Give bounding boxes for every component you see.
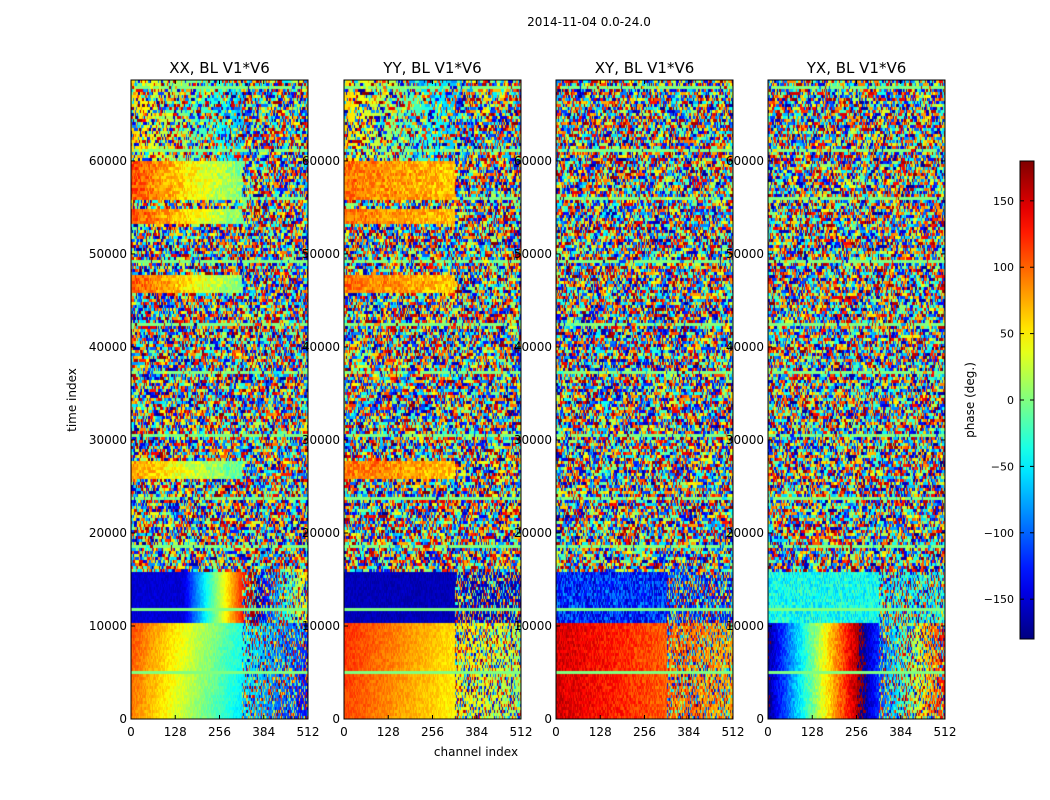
x-tick-label-xy: 128 bbox=[589, 725, 612, 739]
y-tick-label-xy: 40000 bbox=[514, 340, 552, 354]
x-tick-label-xy: 512 bbox=[722, 725, 745, 739]
y-tick-label-xy: 20000 bbox=[514, 526, 552, 540]
panel-title-yy: YY, BL V1*V6 bbox=[382, 59, 481, 77]
figure-suptitle: 2014-11-04 0.0-24.0 bbox=[527, 15, 651, 29]
heatmap-yy bbox=[344, 80, 521, 719]
heatmap-yx bbox=[768, 80, 945, 719]
x-tick-label-yx: 0 bbox=[764, 725, 772, 739]
y-tick-label-xx: 0 bbox=[119, 712, 127, 726]
x-tick-label-yx: 512 bbox=[934, 725, 957, 739]
x-tick-label-yy: 128 bbox=[377, 725, 400, 739]
y-tick-label-xx: 50000 bbox=[89, 247, 127, 261]
x-tick-label-xx: 0 bbox=[127, 725, 135, 739]
x-tick-label-yy: 512 bbox=[510, 725, 533, 739]
y-tick-label-yy: 0 bbox=[332, 712, 340, 726]
x-tick-label-xy: 384 bbox=[677, 725, 700, 739]
x-tick-label-yx: 128 bbox=[801, 725, 824, 739]
y-tick-label-yx: 40000 bbox=[726, 340, 764, 354]
y-tick-label-yy: 20000 bbox=[302, 526, 340, 540]
y-tick-label-xy: 0 bbox=[544, 712, 552, 726]
x-tick-label-yx: 384 bbox=[889, 725, 912, 739]
colorbar-tick-label: 50 bbox=[1000, 328, 1014, 341]
y-axis-label: time index bbox=[65, 368, 79, 432]
y-tick-label-yx: 60000 bbox=[726, 154, 764, 168]
x-axis-label: channel index bbox=[434, 745, 518, 759]
x-tick-label-yx: 256 bbox=[845, 725, 868, 739]
y-tick-label-xx: 10000 bbox=[89, 619, 127, 633]
colorbar-tick-label: 100 bbox=[993, 261, 1014, 274]
panel-title-xx: XX, BL V1*V6 bbox=[169, 59, 270, 77]
x-tick-label-yy: 0 bbox=[340, 725, 348, 739]
y-tick-label-xx: 30000 bbox=[89, 433, 127, 447]
colorbar-tick-label: −100 bbox=[984, 527, 1014, 540]
panel-yy: YY, BL V1*V6 0 128 256 384 512 0 10000 20000 3000… bbox=[302, 59, 533, 739]
y-tick-label-xy: 60000 bbox=[514, 154, 552, 168]
panel-yx: YX, BL V1*V6 0 128 256 384 512 0 10000 20000 3000… bbox=[726, 59, 957, 739]
x-tick-label-xx: 128 bbox=[164, 725, 187, 739]
y-tick-label-xy: 50000 bbox=[514, 247, 552, 261]
heatmap-xx bbox=[131, 80, 308, 719]
panel-xy: XY, BL V1*V6 0 128 256 384 512 0 10000 20000 3000… bbox=[514, 59, 745, 739]
colorbar-tick-label: −50 bbox=[991, 460, 1014, 473]
heatmap-xy bbox=[556, 80, 733, 719]
x-tick-label-xy: 256 bbox=[633, 725, 656, 739]
panel-xx: XX, BL V1*V6 0 128 256 384 512 0 10000 20000 3000… bbox=[89, 59, 320, 739]
y-tick-label-yx: 0 bbox=[756, 712, 764, 726]
x-tick-label-xx: 384 bbox=[252, 725, 275, 739]
y-tick-label-yy: 40000 bbox=[302, 340, 340, 354]
colorbar-tick-label: −150 bbox=[984, 593, 1014, 606]
y-tick-label-yx: 20000 bbox=[726, 526, 764, 540]
x-tick-label-xx: 512 bbox=[297, 725, 320, 739]
colorbar-label: phase (deg.) bbox=[963, 362, 977, 438]
colorbar-tick-label: 150 bbox=[993, 195, 1014, 208]
panel-title-xy: XY, BL V1*V6 bbox=[595, 59, 695, 77]
y-tick-label-yx: 10000 bbox=[726, 619, 764, 633]
colorbar: 150 100 50 0 −50 −100 −150 bbox=[984, 160, 1035, 640]
y-tick-label-yy: 60000 bbox=[302, 154, 340, 168]
x-tick-label-xx: 256 bbox=[208, 725, 231, 739]
y-tick-label-yy: 50000 bbox=[302, 247, 340, 261]
panels-group: XX, BL V1*V6 0 128 256 384 512 0 10000 20000 3000… bbox=[89, 59, 957, 739]
x-tick-label-xy: 0 bbox=[552, 725, 560, 739]
colorbar-tick-label: 0 bbox=[1007, 394, 1014, 407]
y-tick-label-xy: 30000 bbox=[514, 433, 552, 447]
y-tick-label-xx: 60000 bbox=[89, 154, 127, 168]
y-tick-label-yx: 30000 bbox=[726, 433, 764, 447]
y-tick-label-xx: 40000 bbox=[89, 340, 127, 354]
x-tick-label-yy: 384 bbox=[465, 725, 488, 739]
y-tick-label-yy: 30000 bbox=[302, 433, 340, 447]
y-tick-label-yx: 50000 bbox=[726, 247, 764, 261]
panel-title-yx: YX, BL V1*V6 bbox=[806, 59, 907, 77]
y-tick-label-xy: 10000 bbox=[514, 619, 552, 633]
x-tick-label-yy: 256 bbox=[421, 725, 444, 739]
y-tick-label-yy: 10000 bbox=[302, 619, 340, 633]
y-tick-label-xx: 20000 bbox=[89, 526, 127, 540]
